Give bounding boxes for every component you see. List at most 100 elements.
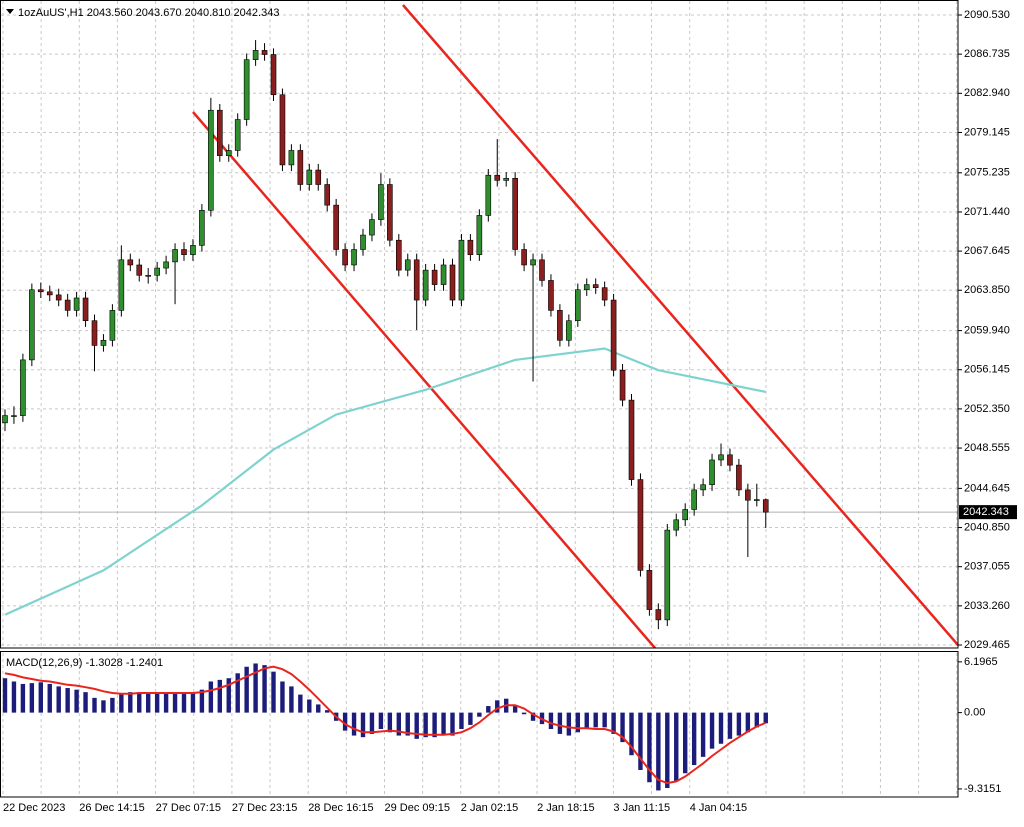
macd-histogram-bar bbox=[736, 712, 742, 736]
macd-histogram-bar bbox=[325, 710, 330, 713]
macd-histogram-bar bbox=[342, 712, 348, 731]
candle-body bbox=[637, 479, 644, 571]
x-tick-label: 28 Dec 16:15 bbox=[308, 802, 373, 814]
macd-histogram-bar bbox=[477, 712, 482, 717]
macd-histogram-bar bbox=[683, 712, 688, 774]
y-tick-label: 2079.145 bbox=[964, 126, 1010, 138]
macd-histogram-bar bbox=[548, 712, 554, 730]
candle-body bbox=[395, 239, 402, 271]
y-tick-label: 6.1965 bbox=[964, 656, 998, 668]
candle-body bbox=[100, 339, 107, 346]
macd-histogram-bar bbox=[351, 712, 357, 736]
candle-body bbox=[172, 249, 178, 263]
candle-body bbox=[521, 249, 527, 266]
y-tick-label: 2090.530 bbox=[964, 9, 1010, 21]
candle-body bbox=[342, 249, 348, 266]
candle-body bbox=[208, 109, 214, 211]
candle-body bbox=[422, 269, 429, 301]
candle-body bbox=[297, 150, 304, 185]
candle-body bbox=[753, 499, 760, 501]
candle-body bbox=[458, 239, 465, 301]
candle-body bbox=[315, 169, 322, 185]
candle-body bbox=[378, 184, 384, 220]
candle-body bbox=[190, 245, 196, 255]
macd-histogram-bar bbox=[199, 689, 205, 713]
candle-body bbox=[503, 178, 510, 181]
macd-histogram-bar bbox=[441, 712, 446, 736]
macd-histogram-bar bbox=[745, 712, 751, 733]
candle-body bbox=[404, 259, 411, 271]
candle-body bbox=[29, 289, 35, 361]
candle-body bbox=[369, 219, 375, 236]
macd-histogram-bar bbox=[709, 712, 715, 749]
macd-histogram-bar bbox=[101, 700, 106, 713]
candle-body bbox=[279, 94, 286, 166]
candle-body bbox=[109, 310, 116, 341]
candle-body bbox=[234, 119, 241, 151]
macd-histogram-bar bbox=[298, 694, 303, 713]
macd-histogram-bar bbox=[727, 712, 733, 739]
macd-histogram-bar bbox=[486, 706, 491, 713]
macd-histogram-bar bbox=[360, 712, 366, 738]
macd-histogram-bar bbox=[512, 706, 518, 713]
x-tick-label: 27 Dec 07:15 bbox=[156, 802, 221, 814]
macd-histogram-bar bbox=[253, 663, 258, 713]
macd-histogram-bar bbox=[468, 712, 473, 725]
macd-histogram-bar bbox=[83, 692, 88, 713]
macd-histogram-bar bbox=[2, 678, 8, 713]
y-tick-label: 2075.235 bbox=[964, 167, 1010, 179]
macd-histogram-bar bbox=[20, 683, 26, 713]
menu-triangle[interactable] bbox=[6, 9, 14, 14]
candle-body bbox=[333, 204, 339, 250]
candle-body bbox=[2, 415, 8, 424]
candle-body bbox=[494, 174, 501, 181]
candle-body bbox=[736, 464, 742, 491]
candle-body bbox=[324, 184, 331, 206]
y-tick-label: 2048.555 bbox=[964, 442, 1010, 454]
y-tick-label: 2071.440 bbox=[964, 206, 1010, 218]
macd-histogram-bar bbox=[754, 712, 759, 728]
macd-histogram-bar bbox=[92, 697, 97, 713]
macd-histogram-bar bbox=[65, 688, 70, 713]
macd-histogram-bar bbox=[405, 712, 410, 736]
y-tick-label: 0.00 bbox=[964, 707, 985, 719]
macd-histogram-bar bbox=[593, 712, 598, 728]
candle-body bbox=[610, 299, 617, 371]
candle-body bbox=[413, 259, 420, 301]
candle-body bbox=[592, 284, 599, 288]
candle-body bbox=[512, 178, 518, 250]
macd-histogram-bar bbox=[163, 692, 169, 713]
candle-body bbox=[745, 489, 751, 501]
x-tick-label: 22 Dec 2023 bbox=[3, 802, 65, 814]
macd-histogram-bar bbox=[146, 692, 151, 713]
macd-histogram-bar bbox=[137, 692, 142, 713]
candle-body bbox=[270, 54, 277, 96]
grid bbox=[1, 1, 958, 796]
candle-body bbox=[628, 399, 635, 480]
price-panel-border bbox=[0, 0, 959, 649]
macd-histogram-bar bbox=[235, 673, 240, 713]
candle-body bbox=[574, 289, 581, 321]
macd-histogram-bar bbox=[700, 712, 706, 757]
candle-body bbox=[664, 529, 671, 621]
y-tick-label: -9.3151 bbox=[964, 783, 1001, 795]
y-tick-label: 2067.645 bbox=[964, 245, 1010, 257]
x-tick-label: 29 Dec 09:15 bbox=[385, 802, 450, 814]
macd-histogram-bar bbox=[414, 712, 419, 739]
candle-body bbox=[20, 359, 26, 416]
candle-body bbox=[682, 509, 689, 521]
macd-histogram-bar bbox=[396, 712, 401, 736]
macd-histogram-bar bbox=[154, 692, 160, 713]
candle-body bbox=[619, 369, 626, 401]
candle-body bbox=[64, 299, 71, 311]
macd-histogram-bar bbox=[521, 712, 527, 715]
candle-body bbox=[440, 264, 447, 285]
moving-average bbox=[4, 347, 766, 616]
candle-body bbox=[145, 274, 151, 277]
macd-histogram-bar bbox=[280, 681, 285, 713]
macd-histogram-bar bbox=[647, 712, 652, 783]
macd-histogram-bar bbox=[289, 686, 294, 713]
candle-body bbox=[673, 519, 680, 531]
current-price-box bbox=[959, 505, 1017, 520]
